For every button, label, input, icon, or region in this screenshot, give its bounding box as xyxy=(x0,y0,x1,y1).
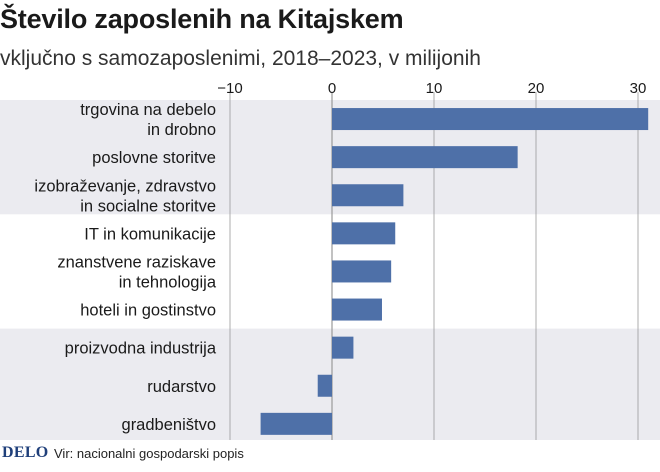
chart-subtitle: vključno s samozaposlenimi, 2018–2023, v… xyxy=(0,47,481,70)
category-label-line: izobraževanje, zdravstvo xyxy=(34,177,216,195)
bar-4 xyxy=(332,260,392,283)
x-tick-label: 20 xyxy=(528,80,545,97)
bar-6 xyxy=(332,336,354,359)
bar-5 xyxy=(332,298,382,321)
bar-8 xyxy=(260,412,332,435)
category-label: poslovne storitve xyxy=(92,149,216,167)
x-tick-label: 10 xyxy=(426,80,443,97)
category-label-line: trgovina na debelo xyxy=(80,101,216,119)
category-label: znanstvene raziskave in tehnologija xyxy=(57,253,216,291)
bar-0 xyxy=(332,108,649,131)
category-label: izobraževanje, zdravstvo in socialne stor… xyxy=(34,177,216,215)
bar-3 xyxy=(332,222,396,245)
category-label-line: in socialne storitve xyxy=(80,197,216,215)
bar-7 xyxy=(317,374,332,397)
bar-chart: −10 0 10 20 30 trgovina na debelo in drobno pos… xyxy=(0,80,660,440)
category-label-line: poslovne storitve xyxy=(92,149,216,167)
x-tick-label: 30 xyxy=(630,80,647,97)
category-label-line: in tehnologija xyxy=(119,273,217,291)
x-tick-label: 0 xyxy=(328,80,336,97)
category-label-line: rudarstvo xyxy=(147,378,216,396)
category-label: proizvodna industrija xyxy=(65,340,217,358)
category-label: hoteli in gostinstvo xyxy=(80,302,216,320)
source-note: Vir: nacionalni gospodarski popis xyxy=(54,446,244,461)
category-label-line: gradbeništvo xyxy=(122,416,216,434)
delo-logo: DELO xyxy=(2,444,49,461)
bar-1 xyxy=(332,146,518,169)
chart-title: Število zaposlenih na Kitajskem xyxy=(0,4,404,34)
category-label: rudarstvo xyxy=(147,378,216,396)
category-label-line: znanstvene raziskave xyxy=(57,253,216,271)
category-label-line: IT in komunikacije xyxy=(84,225,216,243)
category-label: IT in komunikacije xyxy=(84,225,216,243)
category-label-line: in drobno xyxy=(147,121,216,139)
x-tick-label: −10 xyxy=(217,80,242,97)
category-label-line: proizvodna industrija xyxy=(65,340,217,358)
category-label: trgovina na debelo in drobno xyxy=(80,101,216,139)
category-label-line: hoteli in gostinstvo xyxy=(80,302,216,320)
category-label: gradbeništvo xyxy=(122,416,216,434)
bar-2 xyxy=(332,184,404,207)
